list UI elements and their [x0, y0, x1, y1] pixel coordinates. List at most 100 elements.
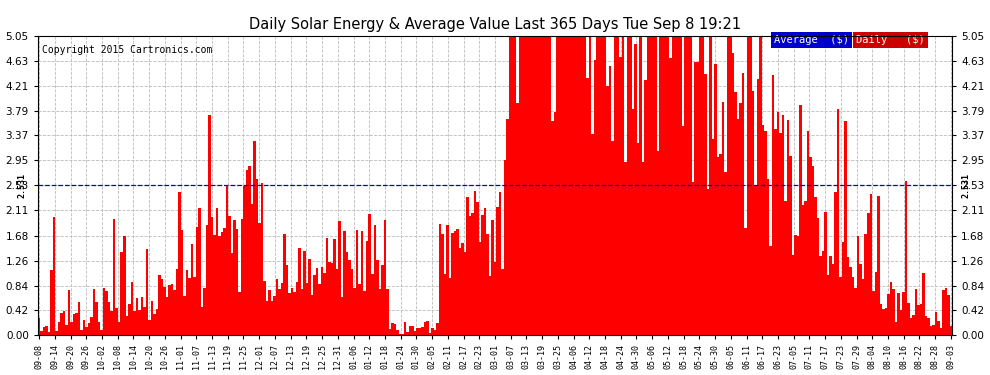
Bar [50, 270, 52, 335]
Bar [278, 290, 281, 335]
Bar [158, 275, 160, 335]
Bar [150, 301, 153, 335]
Bar [942, 290, 944, 335]
Bar [910, 318, 912, 335]
Bar [123, 236, 126, 335]
Bar [761, 125, 764, 335]
Bar [126, 316, 128, 335]
Bar [817, 218, 820, 335]
Bar [351, 269, 353, 335]
Bar [324, 273, 326, 335]
Bar [769, 246, 772, 335]
Bar [564, 36, 566, 335]
Bar [699, 36, 702, 335]
Bar [689, 36, 692, 335]
Bar [632, 109, 634, 335]
Bar [424, 322, 426, 335]
Title: Daily Solar Energy & Average Value Last 365 Days Tue Sep 8 19:21: Daily Solar Energy & Average Value Last … [248, 17, 742, 32]
Bar [835, 192, 837, 335]
Bar [499, 192, 501, 335]
Bar [571, 36, 574, 335]
Bar [779, 133, 782, 335]
Bar [553, 112, 556, 335]
Bar [306, 283, 308, 335]
Text: Daily   ($): Daily ($) [856, 35, 925, 45]
Bar [764, 131, 767, 335]
Bar [339, 221, 341, 335]
Bar [812, 166, 815, 335]
Bar [784, 201, 787, 335]
Bar [759, 36, 761, 335]
Bar [651, 36, 654, 335]
Bar [43, 327, 46, 335]
Bar [248, 166, 250, 335]
Bar [314, 274, 316, 335]
Bar [617, 36, 619, 335]
Bar [859, 264, 862, 335]
Bar [905, 181, 907, 335]
Bar [466, 198, 468, 335]
Bar [792, 255, 794, 335]
Bar [394, 324, 396, 335]
Bar [542, 36, 544, 335]
Bar [842, 242, 844, 335]
Bar [561, 36, 564, 335]
Bar [767, 179, 769, 335]
Bar [514, 36, 517, 335]
Bar [311, 296, 314, 335]
Bar [707, 189, 709, 335]
Bar [201, 307, 203, 335]
Bar [589, 36, 591, 335]
Bar [206, 225, 208, 335]
Bar [687, 36, 689, 335]
Bar [912, 315, 915, 335]
Bar [742, 74, 744, 335]
Bar [160, 279, 163, 335]
Bar [391, 323, 394, 335]
Bar [260, 183, 263, 335]
Bar [556, 36, 559, 335]
Bar [591, 134, 594, 335]
Bar [511, 36, 514, 335]
Bar [754, 185, 756, 335]
Bar [218, 236, 221, 335]
Bar [830, 256, 832, 335]
Bar [121, 252, 123, 335]
Bar [704, 75, 707, 335]
Bar [196, 227, 198, 335]
Bar [416, 328, 419, 335]
Bar [155, 309, 158, 335]
Bar [473, 191, 476, 335]
Bar [143, 307, 146, 335]
Bar [479, 242, 481, 335]
Bar [922, 273, 925, 335]
Bar [463, 252, 466, 335]
Bar [566, 36, 569, 335]
Bar [388, 329, 391, 335]
Bar [128, 304, 131, 335]
Bar [576, 36, 579, 335]
Bar [804, 201, 807, 335]
Bar [537, 36, 539, 335]
Bar [772, 75, 774, 335]
Bar [872, 291, 874, 335]
Bar [496, 207, 499, 335]
Bar [453, 231, 456, 335]
Bar [70, 322, 73, 335]
Bar [273, 296, 276, 335]
Bar [378, 289, 381, 335]
Bar [231, 253, 234, 335]
Bar [782, 116, 784, 335]
Bar [659, 36, 661, 335]
Bar [141, 297, 143, 335]
Bar [298, 248, 301, 335]
Bar [153, 314, 155, 335]
Bar [887, 294, 890, 335]
Bar [614, 36, 617, 335]
Bar [78, 302, 80, 335]
Bar [421, 327, 424, 335]
Bar [431, 328, 434, 335]
Bar [246, 170, 248, 335]
Bar [271, 302, 273, 335]
Bar [882, 309, 884, 335]
